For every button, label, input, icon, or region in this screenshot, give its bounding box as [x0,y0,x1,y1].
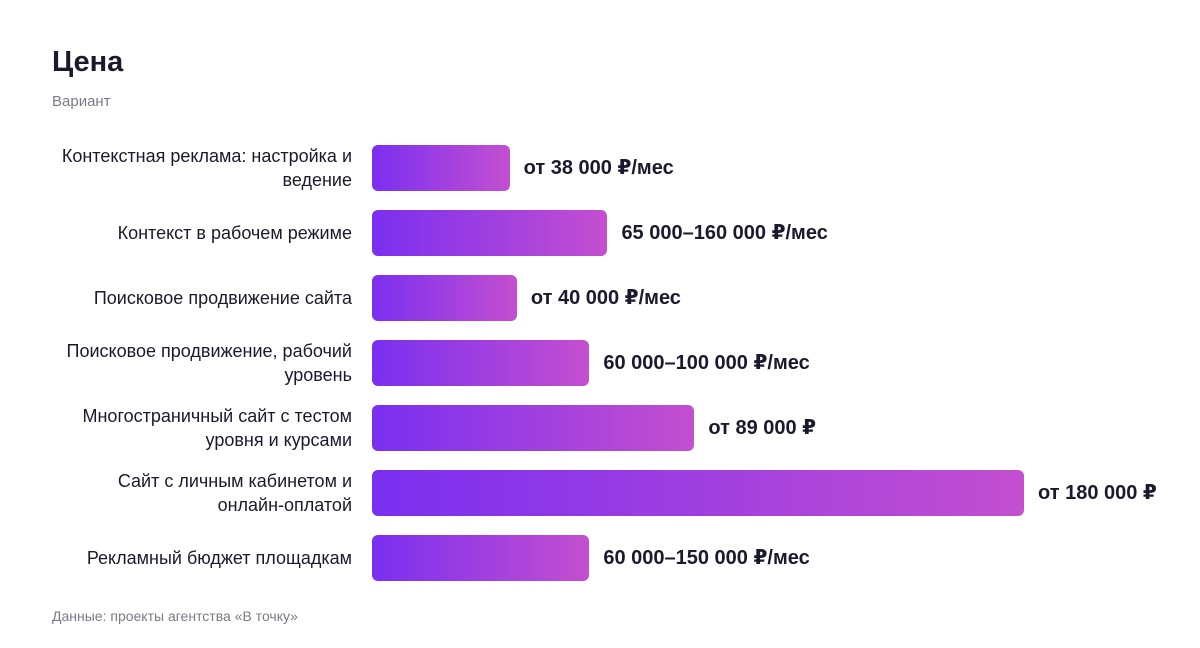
value-label: 60 000–100 000 ₽/мес [603,352,810,374]
value-label: 65 000–160 000 ₽/мес [621,222,828,244]
chart-title: Цена [52,46,124,78]
bar [372,340,590,386]
bar [372,405,695,451]
category-label: Контекст в рабочем режиме [117,223,352,243]
value-label: от 180 000 ₽ [1038,482,1157,504]
category-label: Контекстная реклама: настройка и ведение [61,146,352,190]
value-label: от 89 000 ₽ [708,417,817,439]
chart-subtitle: Вариант [52,93,111,110]
bar [372,210,608,256]
category-label: Рекламный бюджет площадкам [86,548,352,568]
bar [372,470,1024,516]
source-note: Данные: проекты агентства «В точку» [52,608,298,624]
bar [372,275,517,321]
bar [372,535,590,581]
bar [372,145,510,191]
category-label: Поисковое продвижение сайта [93,288,352,308]
value-label: 60 000–150 000 ₽/мес [603,547,810,569]
value-label: от 38 000 ₽/мес [523,157,674,179]
category-label: Поисковое продвижение, рабочий уровень [66,341,352,385]
category-label: Многостраничный сайт с тестом уровня и к… [82,406,353,450]
value-label: от 40 000 ₽/мес [530,287,681,309]
category-label: Сайт с личным кабинетом и онлайн-оплатой [117,471,352,515]
